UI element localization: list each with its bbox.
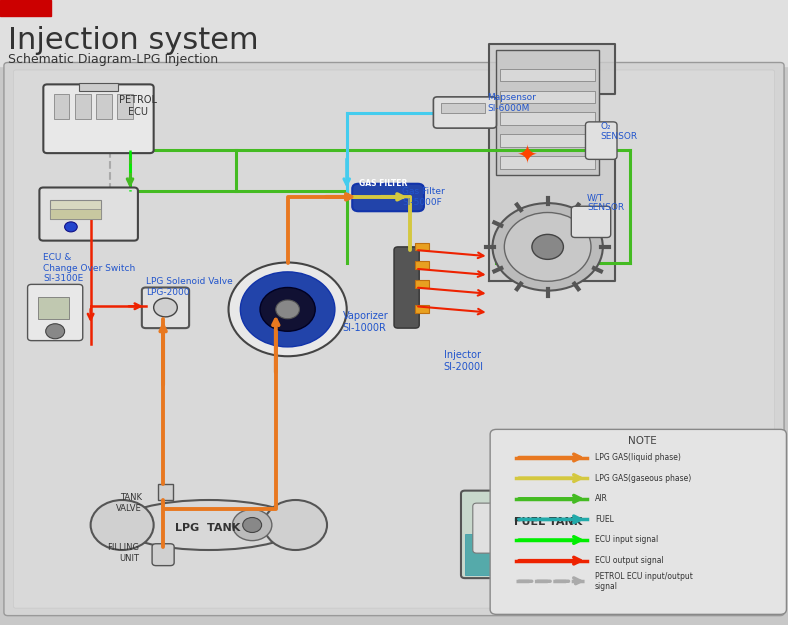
FancyBboxPatch shape <box>352 184 424 211</box>
Bar <box>0 0 51 16</box>
Circle shape <box>46 324 65 339</box>
Circle shape <box>65 222 77 232</box>
Bar <box>415 242 429 250</box>
Text: Mapsensor
SI-6000M: Mapsensor SI-6000M <box>487 93 536 113</box>
Circle shape <box>229 262 347 356</box>
Bar <box>50 200 101 219</box>
FancyBboxPatch shape <box>152 544 174 566</box>
FancyBboxPatch shape <box>142 288 189 328</box>
Bar <box>54 94 69 119</box>
Text: LPG Solenoid Valve
LPG-2000: LPG Solenoid Valve LPG-2000 <box>146 278 232 297</box>
Bar <box>415 305 429 312</box>
Text: Injection system: Injection system <box>8 26 258 55</box>
FancyBboxPatch shape <box>43 84 154 153</box>
Bar <box>500 156 595 169</box>
Circle shape <box>243 518 262 532</box>
Bar <box>465 534 599 575</box>
Text: FILLING
UNIT: FILLING UNIT <box>107 543 139 563</box>
Circle shape <box>504 213 591 281</box>
Circle shape <box>240 272 335 347</box>
Text: ECU input signal: ECU input signal <box>595 536 658 544</box>
Text: AIR: AIR <box>595 494 608 503</box>
Text: Vaporizer
SI-1000R: Vaporizer SI-1000R <box>343 311 388 332</box>
FancyBboxPatch shape <box>394 247 419 328</box>
FancyBboxPatch shape <box>461 491 603 578</box>
Bar <box>0 0 788 66</box>
Text: LPG GAS(liquid phase): LPG GAS(liquid phase) <box>595 453 681 462</box>
Bar <box>500 69 595 81</box>
Bar <box>75 94 91 119</box>
Circle shape <box>264 500 327 550</box>
Circle shape <box>532 234 563 259</box>
Polygon shape <box>489 44 615 281</box>
Bar <box>158 484 173 500</box>
FancyBboxPatch shape <box>4 62 784 616</box>
Text: FUEL TANK: FUEL TANK <box>514 517 582 527</box>
Text: W/T
SENSOR: W/T SENSOR <box>587 193 624 213</box>
Bar <box>500 134 595 147</box>
Bar <box>38 297 69 319</box>
Text: ✦: ✦ <box>518 144 538 168</box>
Text: Injector
SI-2000I: Injector SI-2000I <box>444 350 484 372</box>
Bar <box>441 103 485 112</box>
Circle shape <box>276 300 299 319</box>
Circle shape <box>91 500 154 550</box>
FancyBboxPatch shape <box>433 97 496 128</box>
Bar <box>496 50 599 175</box>
Text: LPG GAS(gaseous phase): LPG GAS(gaseous phase) <box>595 474 691 482</box>
Text: O₂
SENSOR: O₂ SENSOR <box>600 121 637 141</box>
Text: LPG  TANK: LPG TANK <box>175 523 240 533</box>
Text: NOTE: NOTE <box>628 436 656 446</box>
Bar <box>415 261 429 269</box>
FancyBboxPatch shape <box>39 188 138 241</box>
FancyBboxPatch shape <box>28 284 83 341</box>
Bar <box>79 83 118 91</box>
FancyBboxPatch shape <box>490 429 786 614</box>
Text: PETROL ECU input/output
signal: PETROL ECU input/output signal <box>595 571 693 591</box>
Text: GAS FILTER: GAS FILTER <box>359 179 407 187</box>
FancyBboxPatch shape <box>13 70 775 608</box>
Text: FUEL: FUEL <box>595 515 614 524</box>
Bar <box>117 94 133 119</box>
Text: ECU &
Change Over Switch
SI-3100E: ECU & Change Over Switch SI-3100E <box>43 253 136 283</box>
Circle shape <box>154 298 177 317</box>
Circle shape <box>232 509 272 541</box>
Bar <box>500 91 595 103</box>
Text: TANK
VALVE: TANK VALVE <box>116 493 142 513</box>
Bar <box>415 280 429 288</box>
FancyBboxPatch shape <box>473 503 512 553</box>
Circle shape <box>492 203 603 291</box>
Bar <box>500 112 595 125</box>
Bar <box>96 94 112 119</box>
Ellipse shape <box>118 500 299 550</box>
Circle shape <box>260 288 315 331</box>
Text: Gas Filter
SI-5000F: Gas Filter SI-5000F <box>402 187 444 207</box>
Text: Schematic Diagram-LPG Injection: Schematic Diagram-LPG Injection <box>8 53 218 66</box>
FancyBboxPatch shape <box>571 206 611 238</box>
FancyBboxPatch shape <box>585 122 617 159</box>
Text: ECU output signal: ECU output signal <box>595 556 663 565</box>
Bar <box>50 209 101 219</box>
Text: PETROL
ECU: PETROL ECU <box>119 96 157 117</box>
